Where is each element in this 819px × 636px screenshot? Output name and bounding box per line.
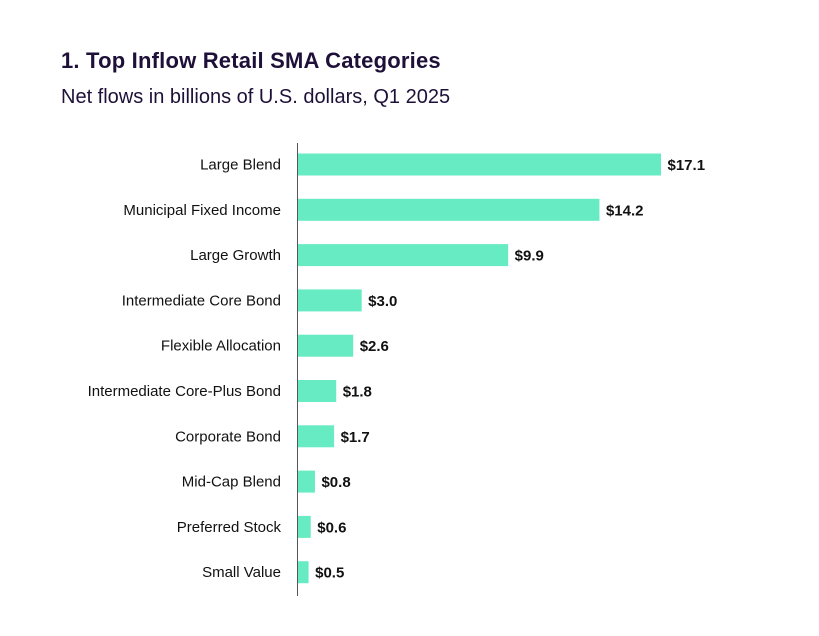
bar-corporate-bond	[298, 425, 335, 448]
value-label: $3.0	[368, 293, 397, 310]
category-label: Large Blend	[200, 157, 281, 174]
category-label: Preferred Stock	[177, 519, 282, 536]
category-label: Large Growth	[190, 247, 281, 264]
value-label: $1.7	[341, 429, 370, 446]
bar-mid-cap-blend	[298, 470, 315, 493]
value-label: $2.6	[360, 338, 389, 355]
value-label: $0.6	[317, 519, 346, 536]
chart-title: 1. Top Inflow Retail SMA Categories	[61, 48, 441, 73]
category-label: Intermediate Core Bond	[122, 292, 281, 309]
category-label: Flexible Allocation	[161, 338, 281, 355]
bar-intermediate-core-bond	[298, 289, 362, 312]
bar-large-blend	[298, 153, 661, 176]
value-label: $14.2	[606, 202, 644, 219]
bar-flexible-allocation	[298, 334, 354, 357]
value-label: $0.8	[321, 474, 350, 491]
category-label: Corporate Bond	[175, 428, 281, 445]
category-label: Municipal Fixed Income	[123, 202, 281, 219]
bar-preferred-stock	[298, 515, 311, 538]
value-label: $9.9	[515, 248, 544, 265]
value-label: $17.1	[668, 157, 706, 174]
chart-subtitle: Net flows in billions of U.S. dollars, Q…	[61, 86, 451, 108]
value-label: $1.8	[343, 384, 372, 401]
value-label: $0.5	[315, 565, 344, 582]
category-label: Small Value	[202, 564, 281, 581]
category-label: Intermediate Core-Plus Bond	[88, 383, 281, 400]
bar-large-growth	[298, 244, 509, 267]
category-label: Mid-Cap Blend	[182, 474, 281, 491]
bar-municipal-fixed-income	[298, 198, 600, 221]
bar-small-value	[298, 561, 309, 584]
bar-intermediate-core-plus-bond	[298, 380, 337, 402]
